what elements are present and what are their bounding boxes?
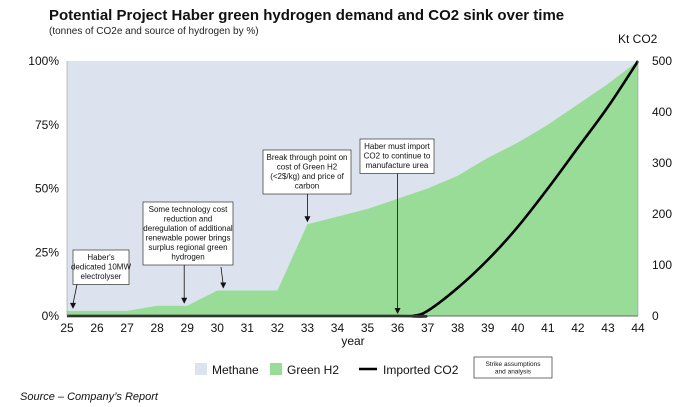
left-tick-label: 0% <box>42 309 60 323</box>
annotation-text: cost of Green H2 <box>277 163 338 172</box>
x-tick-label: 28 <box>150 321 164 335</box>
annotation-text: Some technology cost <box>149 205 228 214</box>
legend-note-box <box>473 356 553 379</box>
legend-swatch <box>270 363 282 375</box>
legend-swatch <box>195 363 207 375</box>
x-tick-label: 35 <box>361 321 375 335</box>
x-tick-label: 36 <box>391 321 405 335</box>
legend-label: Methane <box>212 363 259 377</box>
annotation-arrowhead <box>181 297 188 304</box>
left-tick-label: 25% <box>35 245 59 259</box>
annotation-text: hydrogen <box>171 253 204 262</box>
annotation-box <box>359 138 435 174</box>
x-tick-label: 42 <box>571 321 585 335</box>
annotation-arrowhead <box>304 216 311 223</box>
source-note: Source – Company’s Report <box>20 391 159 403</box>
annotation-text: (<2$/kg) and price of <box>270 172 344 181</box>
annotation-arrow <box>72 284 78 304</box>
annotation-arrow <box>220 266 224 286</box>
legend-note-text: and analysis <box>495 369 532 376</box>
x-tick-label: 27 <box>120 321 134 335</box>
x-tick-label: 25 <box>60 321 74 335</box>
left-tick-label: 50% <box>35 182 59 196</box>
x-tick-label: 34 <box>331 321 345 335</box>
annotation-text: dedicated 10MW <box>71 263 131 272</box>
x-tick-label: 43 <box>601 321 615 335</box>
annotation-arrowhead <box>394 308 401 314</box>
x-tick-label: 44 <box>631 321 645 335</box>
annotation-arrowhead <box>220 282 227 289</box>
x-tick-label: 39 <box>481 321 495 335</box>
annotation-box <box>72 249 130 285</box>
x-tick-label: 37 <box>421 321 435 335</box>
annotation-text: Break through point on <box>267 153 348 162</box>
annotation-text: Haber's <box>87 253 114 262</box>
left-tick-label: 100% <box>28 54 59 68</box>
annotation-text: surplus regional green <box>148 243 227 252</box>
right-axis-label: Kt CO2 <box>618 32 658 46</box>
annotation-box <box>262 149 352 195</box>
legend: Methane Green H2 Imported CO2 Strike assump… <box>195 356 553 379</box>
x-tick-label: 26 <box>90 321 104 335</box>
legend-label: Green H2 <box>287 363 339 377</box>
annotation-text: Haber must import <box>364 142 431 151</box>
annotation-box <box>142 201 234 266</box>
chart-subtitle: (tonnes of CO2e and source of hydrogen b… <box>49 26 259 37</box>
annotation-text: carbon <box>295 182 319 191</box>
right-tick-label: 100 <box>652 258 672 272</box>
x-tick-label: 33 <box>301 321 315 335</box>
annotation-text: reduction and <box>164 215 212 224</box>
annotation-text: renewable power brings <box>146 234 231 243</box>
legend-label: Imported CO2 <box>383 363 459 377</box>
right-tick-label: 400 <box>652 105 672 119</box>
x-tick-label: 29 <box>181 321 195 335</box>
right-tick-label: 500 <box>652 54 672 68</box>
x-tick-label: 40 <box>511 321 525 335</box>
annotation-arrowhead <box>70 302 77 309</box>
annotation-text: electrolyser <box>81 272 122 281</box>
axes: 25 26 27 28 29 30 31 32 33 34 35 36 37 38 39 40 41 42 43 44… <box>28 54 672 335</box>
annotation-text: deregulation of additional <box>143 224 233 233</box>
x-axis-label: year <box>341 334 364 348</box>
annotation-text: manufacture urea <box>366 161 429 170</box>
right-tick-label: 300 <box>652 156 672 170</box>
chart-title: Potential Project Haber green hydrogen d… <box>49 7 564 24</box>
right-tick-label: 0 <box>652 309 659 323</box>
left-tick-label: 75% <box>35 118 59 132</box>
annotation-text: CO2 to continue to <box>364 152 431 161</box>
right-tick-label: 200 <box>652 207 672 221</box>
x-tick-label: 41 <box>541 321 555 335</box>
x-tick-label: 32 <box>271 321 285 335</box>
x-tick-label: 31 <box>241 321 255 335</box>
legend-note-text: Strike assumptions <box>486 361 542 368</box>
plot-area <box>66 60 640 318</box>
x-tick-label: 38 <box>451 321 465 335</box>
x-tick-label: 30 <box>211 321 225 335</box>
